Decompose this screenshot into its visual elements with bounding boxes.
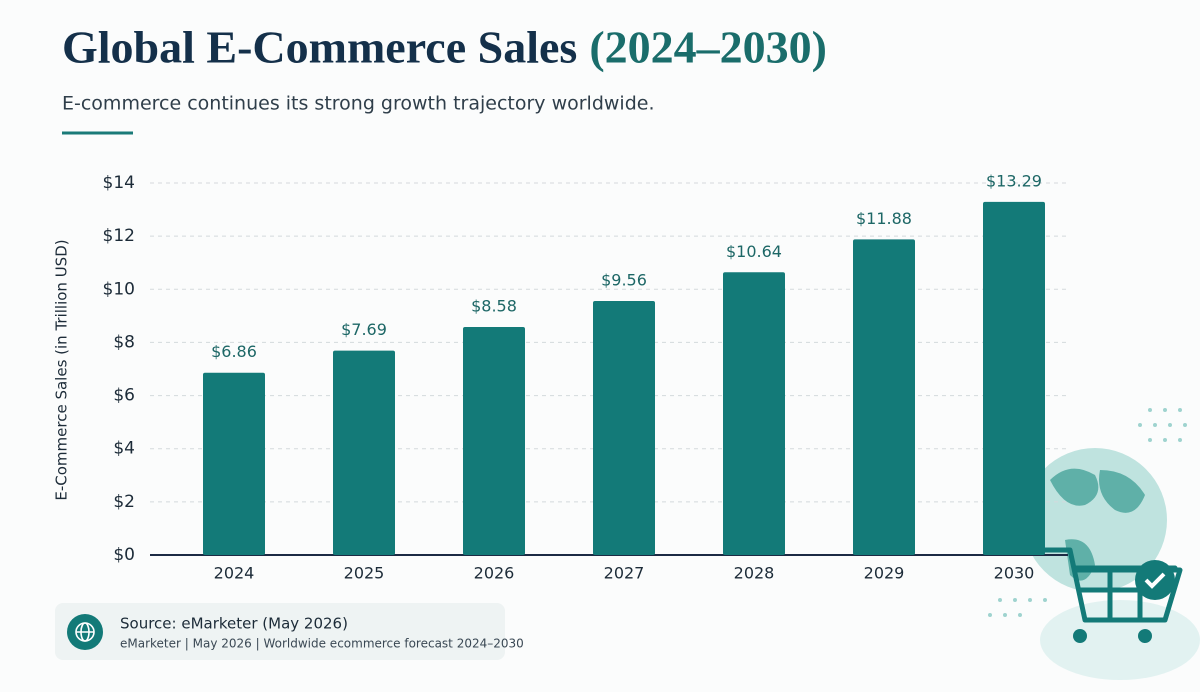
x-tick-label: 2026 <box>474 564 515 583</box>
y-tick-label: $10 <box>103 279 135 299</box>
y-axis-label: E-Commerce Sales (in Trillion USD) <box>53 239 71 500</box>
decor-dots <box>988 408 1187 617</box>
value-label: $6.86 <box>211 342 257 361</box>
source-detail: eMarketer | May 2026 | Worldwide ecommer… <box>120 637 524 651</box>
y-tick-label: $6 <box>113 386 135 406</box>
x-tick-label: 2030 <box>994 564 1035 583</box>
source: Source: eMarketer (May 2026) <box>120 615 348 633</box>
y-tick-label: $2 <box>113 492 135 512</box>
value-label: $11.88 <box>856 209 912 228</box>
value-label: $10.64 <box>726 242 782 261</box>
y-tick-label: $0 <box>113 545 135 565</box>
bar <box>463 327 525 555</box>
value-label: $9.56 <box>601 270 647 289</box>
bar <box>593 300 655 555</box>
y-tick-label: $4 <box>113 439 135 459</box>
bar <box>723 272 785 555</box>
y-tick-label: $8 <box>113 332 135 352</box>
source-box <box>55 603 505 660</box>
globe-icon <box>75 622 95 642</box>
x-tick-label: 2027 <box>604 564 645 583</box>
x-tick-label: 2029 <box>864 564 905 583</box>
chart-subtitle: E-commerce continues its strong growth t… <box>62 93 655 115</box>
chart-title-highlight: (2024–2030) <box>589 22 827 73</box>
bar <box>333 350 395 555</box>
value-label: $13.29 <box>986 171 1042 190</box>
x-tick-label: 2025 <box>344 564 385 583</box>
y-tick-label: $14 <box>103 173 135 193</box>
globe-cart-illustration <box>1023 448 1200 680</box>
chart-title: Global E-Commerce Sales <box>62 22 577 73</box>
x-tick-label: 2024 <box>214 564 255 583</box>
y-tick-label: $12 <box>103 226 135 246</box>
bar <box>853 239 915 555</box>
value-label: $8.58 <box>471 297 517 316</box>
bar <box>203 372 265 555</box>
value-label: $7.69 <box>341 320 387 339</box>
x-tick-label: 2028 <box>734 564 775 583</box>
bar <box>983 201 1045 555</box>
